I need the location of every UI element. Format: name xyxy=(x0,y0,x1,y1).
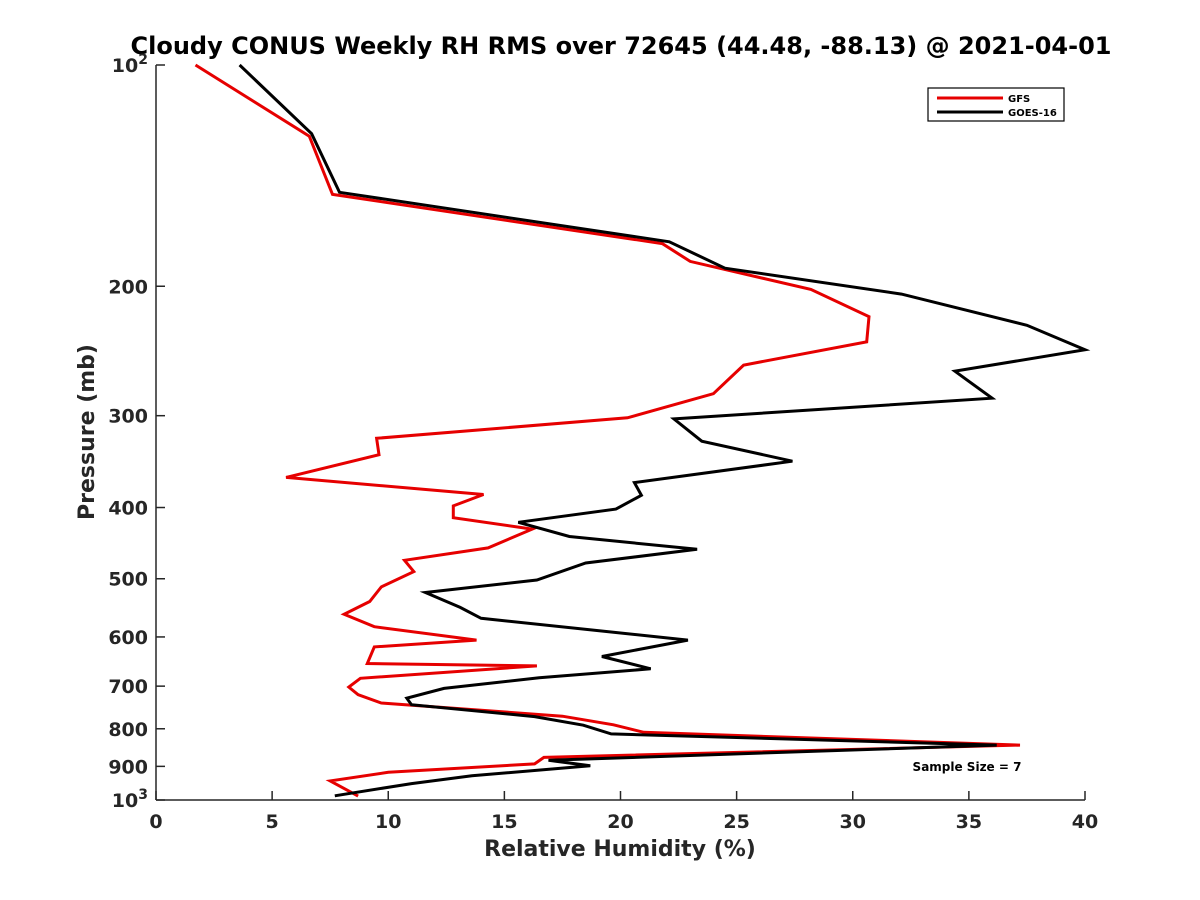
x-tick-label: 0 xyxy=(149,811,162,833)
x-tick-label: 20 xyxy=(607,811,633,833)
y-tick-label: 103 xyxy=(112,787,148,812)
series-line-gfs xyxy=(194,63,1021,798)
y-tick-label: 600 xyxy=(108,627,148,649)
x-tick-label: 25 xyxy=(723,811,749,833)
x-tick-label: 10 xyxy=(375,811,401,833)
y-tick-label: 700 xyxy=(108,676,148,698)
x-tick-label: 40 xyxy=(1072,811,1098,833)
chart-title: Cloudy CONUS Weekly RH RMS over 72645 (4… xyxy=(131,32,1112,60)
y-axis-label: Pressure (mb) xyxy=(75,344,100,520)
y-tick-label: 800 xyxy=(108,719,148,741)
plot-area xyxy=(194,63,1091,798)
x-tick-label: 5 xyxy=(266,811,279,833)
legend-label: GOES-16 xyxy=(1008,108,1057,119)
y-tick-label: 400 xyxy=(108,498,148,520)
axes: 0 5 10 15 20 25 30 35 40 102 200 300 400 500 600 700 800… xyxy=(108,52,1098,833)
legend: GFS GOES-16 xyxy=(927,87,1065,122)
x-axis-label: Relative Humidity (%) xyxy=(484,837,756,862)
x-tick-label: 30 xyxy=(840,811,866,833)
y-tick-label: 102 xyxy=(112,52,148,77)
series-line-goes-16 xyxy=(238,63,1091,798)
y-tick-label: 300 xyxy=(108,406,148,428)
sample-size-annotation: Sample Size = 7 xyxy=(913,760,1022,774)
y-tick-label: 900 xyxy=(108,756,148,778)
y-tick-label: 500 xyxy=(108,569,148,591)
legend-box xyxy=(927,87,1065,122)
x-tick-label: 15 xyxy=(491,811,517,833)
y-tick-label: 200 xyxy=(108,276,148,298)
x-tick-label: 35 xyxy=(956,811,982,833)
legend-label: GFS xyxy=(1008,94,1030,105)
